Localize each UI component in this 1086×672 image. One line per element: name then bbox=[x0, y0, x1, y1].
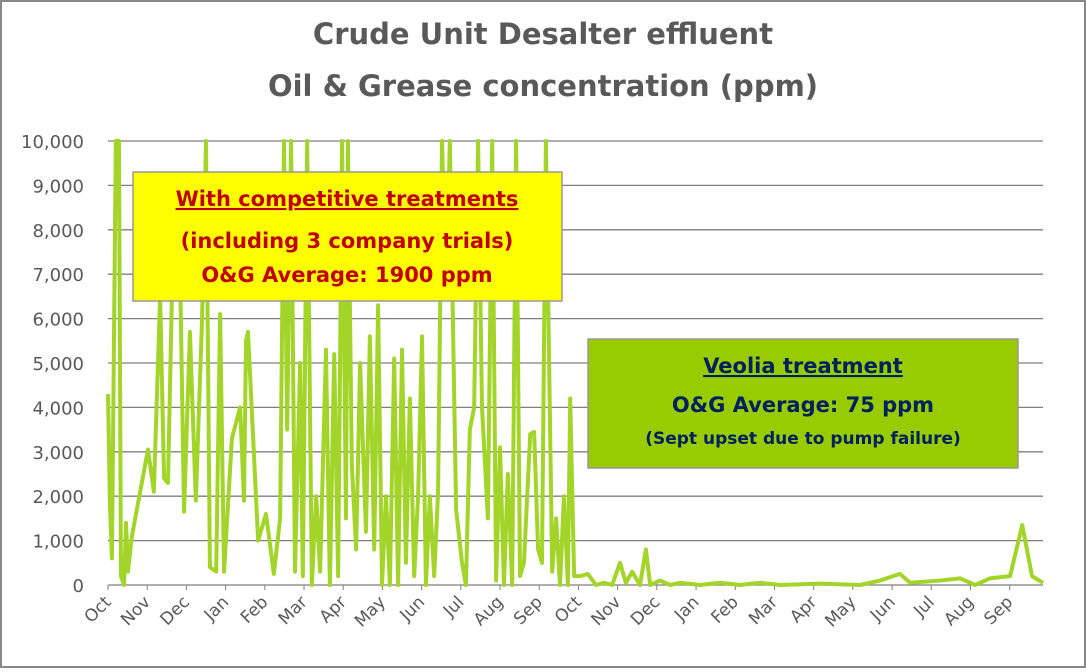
y-tick-label: 9,000 bbox=[32, 176, 84, 197]
y-tick-label: 6,000 bbox=[32, 310, 84, 331]
annotation-text: Veolia treatment bbox=[703, 354, 903, 378]
y-tick-label: 5,000 bbox=[32, 354, 84, 375]
y-tick-label: 3,000 bbox=[32, 443, 84, 464]
annotations: With competitive treatments (including 3… bbox=[132, 171, 1019, 469]
y-tick-label: 8,000 bbox=[32, 221, 84, 242]
chart-title: Crude Unit Desalter effluent bbox=[313, 17, 773, 51]
y-tick-label: 10,000 bbox=[21, 132, 84, 153]
annotation-text: O&G Average: 1900 ppm bbox=[201, 263, 492, 287]
y-tick-label: 0 bbox=[73, 576, 84, 597]
y-tick-label: 2,000 bbox=[32, 487, 84, 508]
y-tick-label: 4,000 bbox=[32, 398, 84, 419]
y-tick-label: 1,000 bbox=[32, 532, 84, 553]
annotation-text: (including 3 company trials) bbox=[181, 229, 514, 253]
annotation-box bbox=[587, 338, 1019, 469]
plot bbox=[106, 139, 1045, 587]
chart-title: Oil & Grease concentration (ppm) bbox=[268, 69, 818, 103]
annotation-box bbox=[132, 171, 563, 302]
annotation-text: (Sept upset due to pump failure) bbox=[645, 429, 961, 449]
annotation-text: O&G Average: 75 ppm bbox=[672, 393, 934, 417]
annotation-text: With competitive treatments bbox=[176, 187, 519, 211]
y-tick-label: 7,000 bbox=[32, 265, 84, 286]
data-line bbox=[106, 139, 1045, 587]
